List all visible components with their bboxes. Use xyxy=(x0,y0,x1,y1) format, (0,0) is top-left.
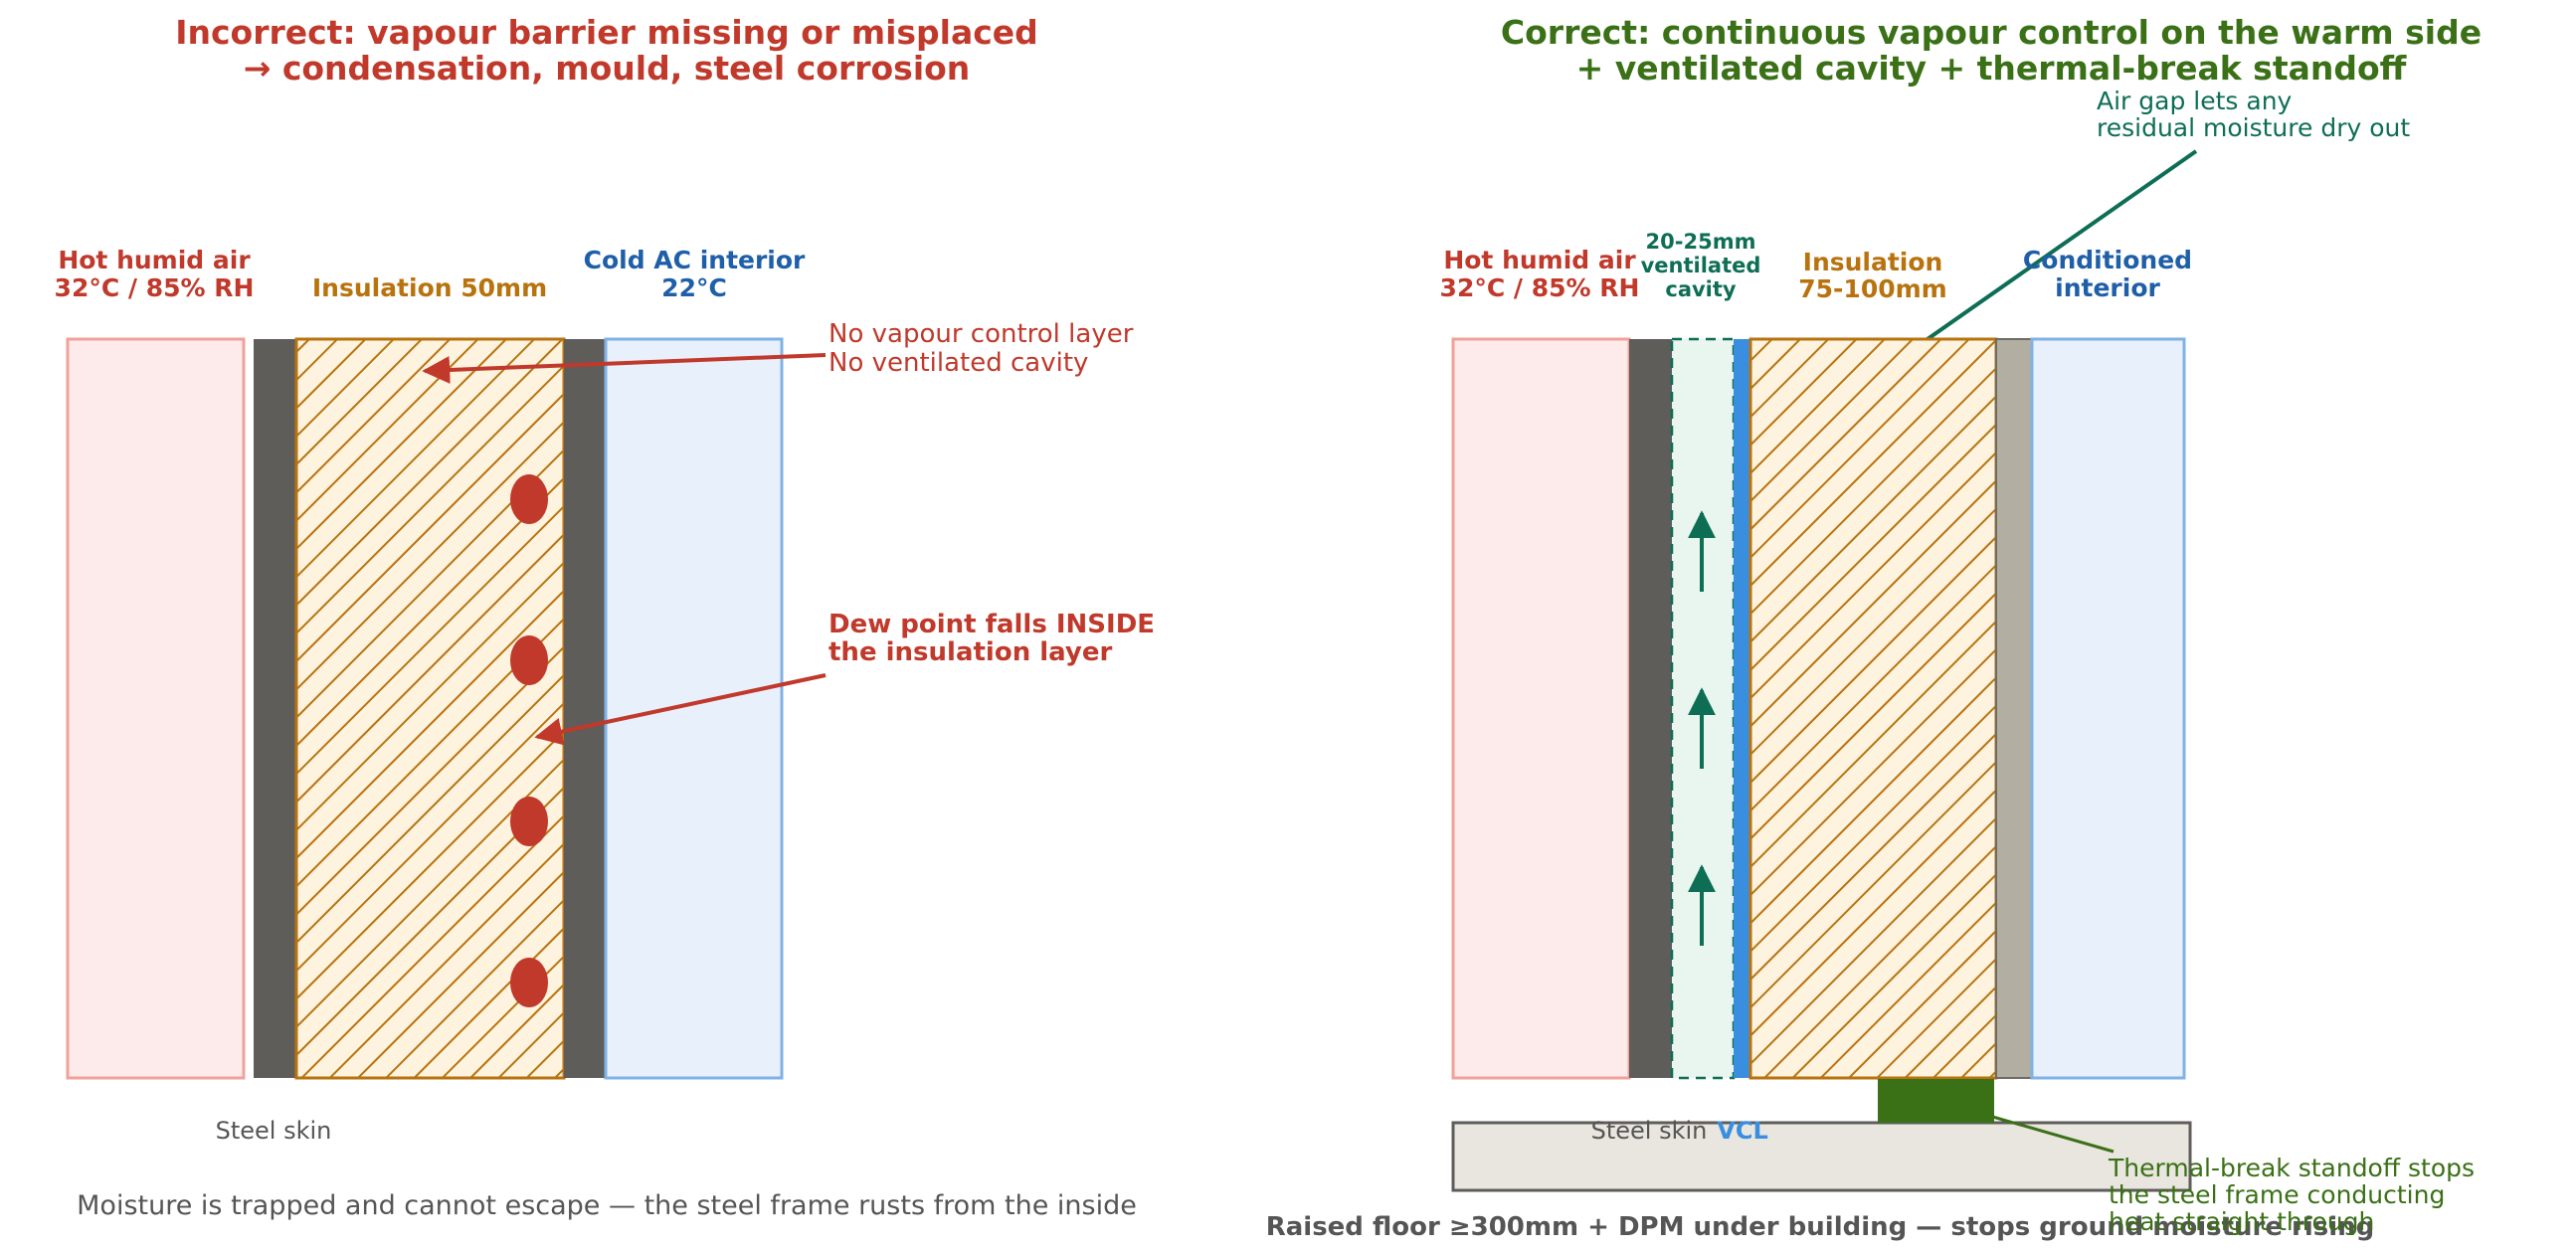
condensation-droplet xyxy=(510,474,548,524)
cavity-label-line1: 20-25mm xyxy=(1646,230,1756,254)
correct-title-line1: Correct: continuous vapour control on th… xyxy=(1501,13,2482,52)
standoff-note-line3: heat straight through xyxy=(2109,1207,2374,1236)
right-interior-label-line2: interior xyxy=(2055,273,2160,302)
left-interior-label-line2: 22°C xyxy=(661,273,727,302)
right-insulation-label-line1: Insulation xyxy=(1803,248,1943,276)
right-exterior-label-line2: 32°C / 85% RH xyxy=(1440,273,1640,302)
vcl-label: VCL xyxy=(1717,1117,1767,1145)
raised-floor-slab xyxy=(1451,1121,2192,1192)
standoff-callout-line xyxy=(1988,1114,2115,1154)
correct-panel: Correct: continuous vapour control on th… xyxy=(1266,13,2482,1242)
left-steel-skin-inner xyxy=(564,339,606,1078)
callout-no-cavity: No ventilated cavity xyxy=(828,348,1088,378)
left-exterior-label-line1: Hot humid air xyxy=(58,246,251,274)
left-insulation-label: Insulation 50mm xyxy=(312,273,547,302)
air-gap-note-line1: Air gap lets any xyxy=(2097,87,2293,115)
dew-point-callout-arrow xyxy=(534,673,827,746)
right-insulation-layer xyxy=(1748,337,1998,1080)
callout-no-vcl: No vapour control layer xyxy=(828,319,1134,349)
standoff-note-line1: Thermal-break standoff stops xyxy=(2108,1154,2475,1182)
right-exterior-label-line1: Hot humid air xyxy=(1443,246,1636,274)
vapour-control-layer xyxy=(1734,339,1750,1078)
correct-title-line2: + ventilated cavity + thermal-break stan… xyxy=(1576,49,2408,88)
air-gap-note-line2: residual moisture dry out xyxy=(2097,113,2410,142)
right-steel-skin-label: Steel skin xyxy=(1591,1117,1708,1145)
incorrect-title-line2: → condensation, mould, steel corrosion xyxy=(244,49,971,88)
right-exterior-air-zone xyxy=(1451,337,1631,1080)
callout-dew-point-line2: the insulation layer xyxy=(828,637,1112,667)
right-steel-skin xyxy=(1629,339,1672,1078)
left-steel-skin-label: Steel skin xyxy=(216,1117,332,1145)
thermal-break-standoff xyxy=(1878,1079,1994,1123)
left-steel-skin-outer xyxy=(254,339,296,1078)
right-interior-zone xyxy=(2030,337,2186,1080)
left-exterior-air-zone xyxy=(66,337,246,1080)
condensation-droplet xyxy=(510,635,548,685)
standoff-note-line2: the steel frame conducting xyxy=(2109,1180,2445,1209)
condensation-droplet xyxy=(510,958,548,1007)
left-interior-zone xyxy=(604,337,784,1080)
interior-lining xyxy=(1995,338,2033,1079)
condensation-droplet xyxy=(510,797,548,846)
incorrect-panel: Incorrect: vapour barrier missing or mis… xyxy=(55,13,1156,1221)
left-exterior-label-line2: 32°C / 85% RH xyxy=(55,273,255,302)
left-interior-label-line1: Cold AC interior xyxy=(584,246,806,274)
right-interior-label-line1: Conditioned xyxy=(2023,246,2192,274)
incorrect-title-line1: Incorrect: vapour barrier missing or mis… xyxy=(175,13,1038,52)
cavity-label-line3: cavity xyxy=(1665,277,1737,301)
cavity-label-line2: ventilated xyxy=(1641,254,1761,277)
correct-footer: Raised floor ≥300mm + DPM under building… xyxy=(1266,1212,2375,1242)
right-insulation-label-line2: 75-100mm xyxy=(1798,274,1946,303)
callout-dew-point-line1: Dew point falls INSIDE xyxy=(828,610,1155,639)
incorrect-footer: Moisture is trapped and cannot escape — … xyxy=(77,1190,1137,1221)
left-insulation-layer xyxy=(294,337,566,1080)
no-layers-callout-arrow xyxy=(422,353,827,384)
